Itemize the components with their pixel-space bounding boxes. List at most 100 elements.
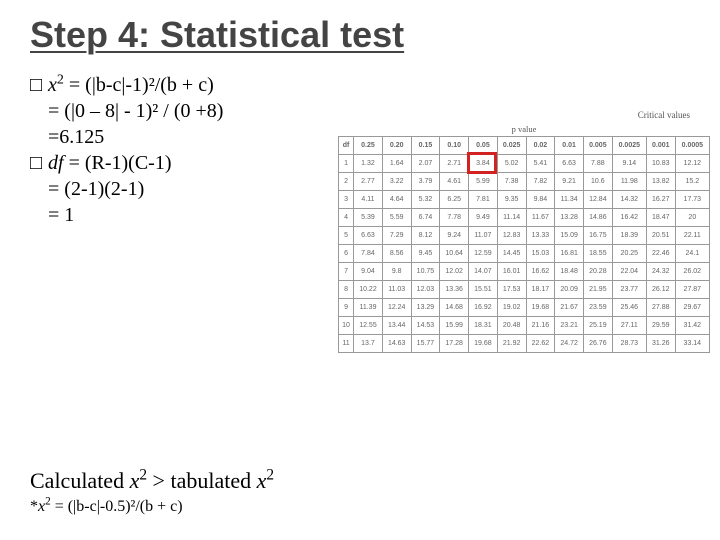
- bullet-icon: □: [30, 150, 48, 176]
- table-cell: 5.02: [497, 155, 526, 173]
- table-cell: 16.81: [555, 245, 584, 263]
- table-cell: 20: [675, 209, 709, 227]
- table-row: 45.395.596.747.789.4911.1411.6713.2814.8…: [339, 209, 710, 227]
- table-cell: 15.77: [411, 335, 440, 353]
- table-cell: 5.41: [526, 155, 555, 173]
- table-cell: 27.11: [612, 317, 646, 335]
- table-cell: 11.98: [612, 173, 646, 191]
- table-cell: 22.04: [612, 263, 646, 281]
- content-row: □ x2 = (|b-c|-1)²/(b + c) = (|0 – 8| - 1…: [0, 60, 720, 353]
- table-cell: 24.1: [675, 245, 709, 263]
- table-cell: 13.7: [354, 335, 383, 353]
- table-cell: 26.02: [675, 263, 709, 281]
- table-cell: 2.71: [440, 155, 469, 173]
- table-cell: 9.49: [469, 209, 498, 227]
- footnote-tail: = (|b-c|-0.5)²/(b + c): [51, 498, 183, 515]
- table-row: 34.114.645.326.257.819.359.8411.3412.841…: [339, 191, 710, 209]
- df-eq3: = 1: [48, 202, 74, 228]
- table-cell: 24.72: [555, 335, 584, 353]
- table-cell: 19.02: [497, 299, 526, 317]
- table-caption: Critical values: [338, 108, 710, 122]
- table-cell: 10.22: [354, 281, 383, 299]
- table-row: 810.2211.0312.0313.3615.5117.5318.1720.0…: [339, 281, 710, 299]
- table-cell: 7.82: [526, 173, 555, 191]
- table-cell: 2.07: [411, 155, 440, 173]
- df-eq1: = (R-1)(C-1): [64, 152, 172, 174]
- table-cell: 14.53: [411, 317, 440, 335]
- table-cell: 7.38: [497, 173, 526, 191]
- table-cell: 1.64: [382, 155, 411, 173]
- table-cell: 9.14: [612, 155, 646, 173]
- table-cell: 21.92: [497, 335, 526, 353]
- table-cell: 12.03: [411, 281, 440, 299]
- table-cell: 19.68: [469, 335, 498, 353]
- table-row: 911.3912.2413.2914.6816.9219.0219.6821.6…: [339, 299, 710, 317]
- slide-title: Step 4: Statistical test: [0, 0, 720, 60]
- table-cell: 11.67: [526, 209, 555, 227]
- table-cell: 10: [339, 317, 354, 335]
- table-cell: 13.33: [526, 227, 555, 245]
- df-var: df: [48, 152, 64, 174]
- table-cell: 1: [339, 155, 354, 173]
- col-p: 0.0005: [675, 137, 709, 155]
- table-cell: 7.78: [440, 209, 469, 227]
- footnote-line: *x2 = (|b-c|-0.5)²/(b + c): [30, 498, 183, 516]
- table-cell: 13.82: [646, 173, 675, 191]
- table-cell: 6.63: [354, 227, 383, 245]
- conclusion-var1: x: [130, 468, 140, 493]
- table-cell: 15.2: [675, 173, 709, 191]
- table-cell: 14.63: [382, 335, 411, 353]
- table-cell: 12.84: [583, 191, 612, 209]
- table-cell: 26.12: [646, 281, 675, 299]
- table-cell: 15.51: [469, 281, 498, 299]
- table-cell: 6: [339, 245, 354, 263]
- table-cell: 22.46: [646, 245, 675, 263]
- table-cell: 12.55: [354, 317, 383, 335]
- table-cell: 7: [339, 263, 354, 281]
- table-cell: 6.74: [411, 209, 440, 227]
- table-cell: 11.39: [354, 299, 383, 317]
- table-cell: 11.03: [382, 281, 411, 299]
- table-cell: 13.36: [440, 281, 469, 299]
- table-cell: 33.14: [675, 335, 709, 353]
- table-cell: 9.04: [354, 263, 383, 281]
- table-cell: 25.46: [612, 299, 646, 317]
- table-cell: 26.76: [583, 335, 612, 353]
- table-cell: 16.92: [469, 299, 498, 317]
- table-cell: 18.55: [583, 245, 612, 263]
- table-cell: 13.28: [555, 209, 584, 227]
- table-cell: 14.86: [583, 209, 612, 227]
- conclusion-line: Calculated x2 > tabulated x2: [30, 468, 274, 494]
- conclusion-sup1: 2: [139, 467, 147, 484]
- formula-block: □ x2 = (|b-c|-1)²/(b + c) = (|0 – 8| - 1…: [30, 72, 330, 353]
- conclusion-var2: x: [257, 468, 267, 493]
- critical-values-table: df0.250.200.150.100.050.0250.020.010.005…: [338, 136, 710, 353]
- table-cell: 20.51: [646, 227, 675, 245]
- table-cell: 4.64: [382, 191, 411, 209]
- table-cell: 12.02: [440, 263, 469, 281]
- table-cell: 25.19: [583, 317, 612, 335]
- pvalue-label: p value: [338, 122, 710, 136]
- table-row: 79.049.810.7512.0214.0716.0116.6218.4820…: [339, 263, 710, 281]
- table-cell: 24.32: [646, 263, 675, 281]
- table-cell: 8.12: [411, 227, 440, 245]
- table-cell: 9.45: [411, 245, 440, 263]
- table-cell: 10.83: [646, 155, 675, 173]
- col-p: 0.025: [497, 137, 526, 155]
- table-cell: 9.35: [497, 191, 526, 209]
- table-cell: 18.48: [555, 263, 584, 281]
- table-cell: 14.07: [469, 263, 498, 281]
- table-cell: 13.29: [411, 299, 440, 317]
- table-cell: 4: [339, 209, 354, 227]
- col-p: 0.005: [583, 137, 612, 155]
- table-cell: 5.99: [469, 173, 498, 191]
- table-cell: 18.39: [612, 227, 646, 245]
- table-cell: 12.12: [675, 155, 709, 173]
- table-row: 67.848.569.4510.6412.5914.4515.0316.8118…: [339, 245, 710, 263]
- table-cell: 12.24: [382, 299, 411, 317]
- table-cell: 3.22: [382, 173, 411, 191]
- table-cell: 10.75: [411, 263, 440, 281]
- table-cell: 23.77: [612, 281, 646, 299]
- table-cell: 16.01: [497, 263, 526, 281]
- table-cell: 17.28: [440, 335, 469, 353]
